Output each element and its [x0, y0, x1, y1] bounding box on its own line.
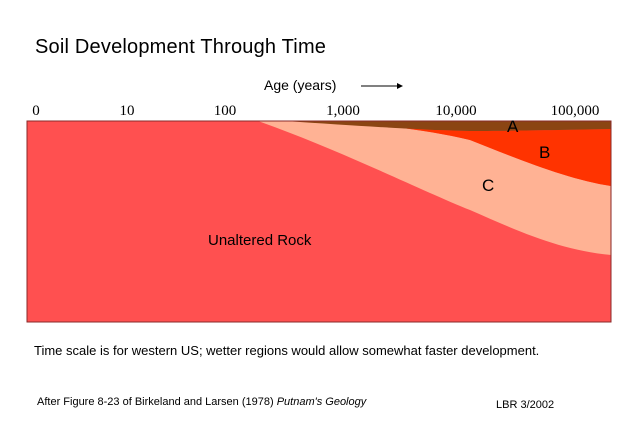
tick-label: 100,000: [550, 103, 600, 119]
rock-label: Unaltered Rock: [208, 232, 312, 249]
tick-label: 10: [119, 103, 135, 119]
a-horizon: [285, 121, 611, 131]
tick-label: 10,000: [435, 103, 477, 119]
tick-label: 0: [32, 103, 40, 119]
right-arrow-icon: [361, 83, 403, 89]
a-label: A: [507, 117, 519, 136]
caption: Time scale is for western US; wetter reg…: [34, 343, 540, 358]
credit-prefix: After Figure 8-23 of Birkeland and Larse…: [37, 396, 274, 408]
c-label: C: [482, 176, 494, 195]
tick-label: 1,000: [326, 103, 360, 119]
b-horizon: [330, 121, 611, 186]
credit-book: Putnam's Geology: [276, 396, 367, 408]
axis-label: Age (years): [264, 77, 337, 93]
b-label: B: [539, 143, 550, 162]
page-title: Soil Development Through Time: [35, 36, 327, 58]
author-initials: LBR 3/2002: [496, 399, 555, 411]
c-horizon: [258, 121, 611, 255]
credit-line: After Figure 8-23 of Birkeland and Larse…: [37, 396, 366, 408]
diagram-frame: [26, 120, 612, 323]
tick-label: 100: [213, 103, 237, 119]
